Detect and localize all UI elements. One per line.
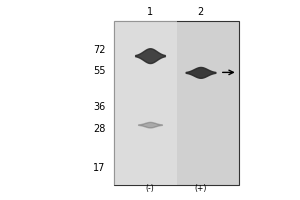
Text: 1: 1 [147,7,153,17]
Text: 55: 55 [93,66,105,76]
Text: 72: 72 [93,45,105,55]
Bar [114,21,239,185]
Text: (-): (-) [146,184,154,193]
Text: 17: 17 [93,163,105,173]
Text: 2: 2 [197,7,204,17]
Text: 28: 28 [93,124,105,134]
Text: (+): (+) [194,184,207,193]
Bar [114,21,177,185]
Text: 36: 36 [93,102,105,112]
